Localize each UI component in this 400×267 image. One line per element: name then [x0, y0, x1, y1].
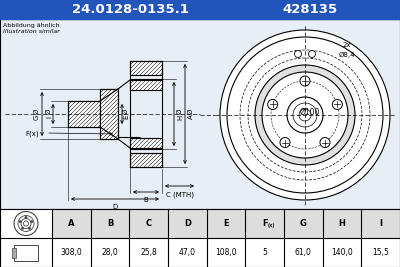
Text: H: H: [338, 219, 346, 228]
Text: A: A: [188, 115, 194, 119]
Text: Ø: Ø: [188, 108, 194, 114]
Text: E: E: [123, 115, 129, 119]
Circle shape: [28, 227, 31, 230]
Text: 25,8: 25,8: [140, 248, 157, 257]
Circle shape: [19, 221, 22, 223]
Circle shape: [300, 76, 310, 86]
Text: 24.0128-0135.1: 24.0128-0135.1: [72, 3, 188, 16]
Text: 5: 5: [262, 248, 267, 257]
Text: C: C: [146, 219, 152, 228]
Bar: [130, 61, 162, 75]
Text: 140,0: 140,0: [331, 248, 353, 257]
Text: B: B: [107, 219, 113, 228]
Circle shape: [21, 227, 24, 230]
Text: G: G: [34, 114, 40, 120]
Text: Ø: Ø: [177, 108, 183, 114]
Text: 308,0: 308,0: [60, 248, 82, 257]
Text: Ø100: Ø100: [300, 108, 320, 116]
Circle shape: [332, 100, 342, 109]
Text: I: I: [379, 219, 382, 228]
Text: I: I: [46, 116, 52, 118]
Text: 61,0: 61,0: [295, 248, 312, 257]
Text: Ø: Ø: [34, 108, 40, 114]
Text: C (MTH): C (MTH): [166, 191, 194, 198]
Text: F: F: [262, 219, 268, 228]
Text: G: G: [300, 219, 307, 228]
Text: Ø8,4: Ø8,4: [339, 52, 355, 58]
Bar: [0, 0, 400, 19]
Text: E: E: [223, 219, 229, 228]
Bar: [130, 138, 162, 148]
Bar: [14, 245, 38, 261]
Circle shape: [308, 50, 316, 57]
Bar: [68, 101, 100, 127]
Bar: [130, 80, 162, 90]
Text: Ø: Ø: [46, 108, 52, 114]
Circle shape: [280, 138, 290, 147]
Text: 2x: 2x: [343, 42, 351, 48]
Text: D: D: [112, 204, 118, 210]
Circle shape: [262, 72, 348, 158]
Circle shape: [220, 30, 390, 200]
Text: 108,0: 108,0: [215, 248, 237, 257]
Text: B: B: [144, 197, 148, 203]
Circle shape: [30, 221, 33, 223]
Text: F(x): F(x): [25, 131, 39, 137]
Text: H: H: [177, 114, 183, 120]
Text: 15,5: 15,5: [372, 248, 389, 257]
Circle shape: [255, 65, 355, 165]
Circle shape: [268, 100, 278, 109]
Circle shape: [287, 97, 323, 133]
Text: Ø: Ø: [123, 108, 129, 114]
Bar: [1, 20, 399, 209]
Text: A: A: [68, 219, 74, 228]
Circle shape: [25, 216, 27, 219]
Text: 28,0: 28,0: [102, 248, 118, 257]
Bar: [100, 89, 118, 139]
Bar: [0, 209, 400, 267]
Text: (x): (x): [268, 223, 275, 228]
Text: 47,0: 47,0: [179, 248, 196, 257]
Text: 428135: 428135: [282, 3, 338, 16]
Bar: [12, 248, 16, 257]
Bar: [52, 209, 400, 238]
Circle shape: [320, 138, 330, 147]
Text: Illustration similar: Illustration similar: [3, 29, 60, 34]
Bar: [130, 153, 162, 167]
Circle shape: [294, 50, 302, 57]
Text: D: D: [184, 219, 191, 228]
Text: ate: ate: [273, 117, 327, 148]
Text: Abbildung ähnlich: Abbildung ähnlich: [3, 23, 60, 28]
